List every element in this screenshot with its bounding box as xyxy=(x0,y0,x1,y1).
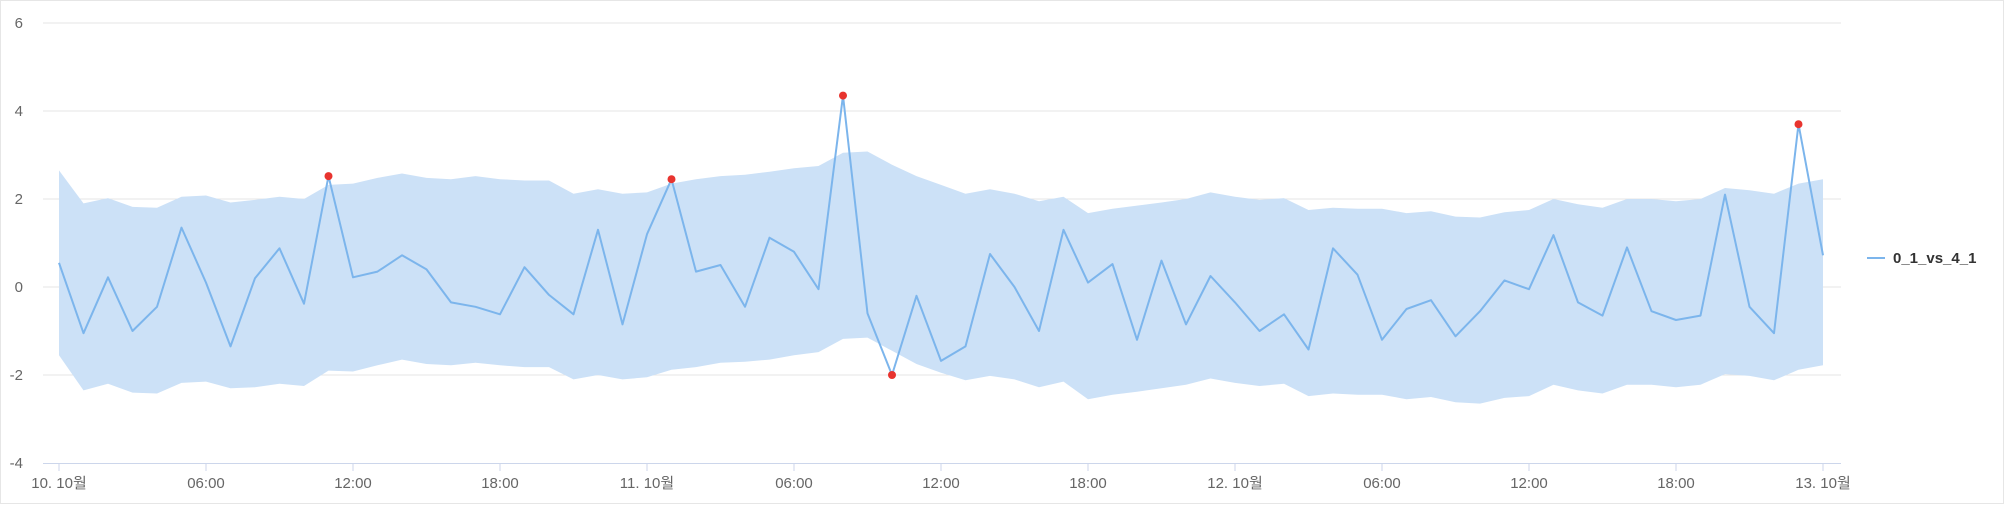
y-tick-label: -2 xyxy=(10,367,23,384)
x-tick-label: 12:00 xyxy=(334,475,372,492)
series-line-0_1_vs_4_1 xyxy=(58,94,1824,376)
anomaly-markers xyxy=(324,91,1803,379)
x-tick-label: 18:00 xyxy=(1069,475,1107,492)
x-tick-label: 18:00 xyxy=(481,475,519,492)
x-tick-label: 12:00 xyxy=(922,475,960,492)
x-tick-label: 18:00 xyxy=(1657,475,1695,492)
confidence-band xyxy=(59,151,1823,404)
x-tick-label: 06:00 xyxy=(775,475,813,492)
legend[interactable]: 0_1_vs_4_1 xyxy=(1867,250,1976,267)
x-tick-label: 12:00 xyxy=(1510,475,1548,492)
x-axis: 10. 10월 06:00 12:00 18:00 11. 10월 06:00 12:00 1… xyxy=(31,463,1851,492)
anomaly-point xyxy=(324,172,333,181)
x-tick-label: 06:00 xyxy=(187,475,225,492)
anomaly-point xyxy=(1794,120,1803,129)
y-tick-label: -4 xyxy=(10,455,23,472)
x-tick-label: 06:00 xyxy=(1363,475,1401,492)
y-tick-label: 2 xyxy=(15,191,23,208)
x-tick-label: 11. 10월 xyxy=(620,475,674,492)
y-tick-label: 0 xyxy=(15,279,23,296)
y-axis: 6 4 2 0 -2 -4 xyxy=(10,15,23,472)
y-tick-label: 4 xyxy=(15,103,23,120)
x-tick-label: 13. 10월 xyxy=(1795,475,1851,492)
series-line-layer xyxy=(58,94,1824,376)
anomaly-point xyxy=(888,371,896,379)
anomaly-point xyxy=(667,175,676,184)
x-tick-label: 10. 10월 xyxy=(31,475,87,492)
confidence-band-area xyxy=(59,151,1823,404)
x-tick-label: 12. 10월 xyxy=(1207,475,1263,492)
y-tick-label: 6 xyxy=(15,15,23,32)
anomaly-point xyxy=(839,91,847,100)
legend-label-0_1_vs_4_1: 0_1_vs_4_1 xyxy=(1893,250,1976,267)
